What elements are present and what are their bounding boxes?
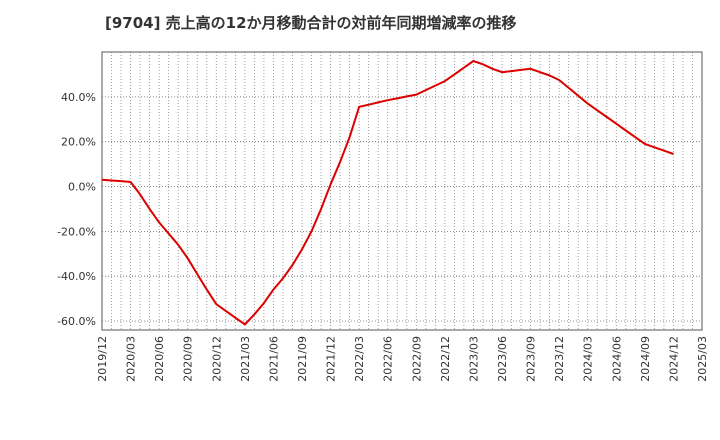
x-tick-label: 2022/09 bbox=[410, 336, 423, 382]
x-tick-label: 2024/03 bbox=[582, 336, 595, 382]
y-tick-label: 20.0% bbox=[61, 136, 96, 149]
x-tick-label: 2021/03 bbox=[239, 336, 252, 382]
x-tick-label: 2021/12 bbox=[325, 336, 338, 382]
x-tick-label: 2020/09 bbox=[182, 336, 195, 382]
x-axis-ticks: 2019/12 2020/03 2020/06 2020/09 2020/12 2021/… bbox=[96, 336, 709, 382]
x-tick-label: 2023/03 bbox=[467, 336, 480, 382]
x-tick-label: 2024/09 bbox=[639, 336, 652, 382]
y-tick-label: 40.0% bbox=[61, 91, 96, 104]
x-tick-label: 2022/03 bbox=[353, 336, 366, 382]
y-tick-label: -40.0% bbox=[57, 270, 96, 283]
x-tick-label: 2021/06 bbox=[267, 336, 280, 382]
x-tick-label: 2025/03 bbox=[696, 336, 709, 382]
x-tick-label: 2024/06 bbox=[610, 336, 623, 382]
x-tick-label: 2023/09 bbox=[525, 336, 538, 382]
x-tick-label: 2020/03 bbox=[125, 336, 138, 382]
x-tick-label: 2023/06 bbox=[496, 336, 509, 382]
x-tick-label: 2024/12 bbox=[667, 336, 680, 382]
x-tick-label: 2020/06 bbox=[153, 336, 166, 382]
series-line-growth-rate bbox=[101, 60, 674, 326]
y-axis-ticks: 40.0% 20.0% 0.0% -20.0% -40.0% -60.0% bbox=[57, 91, 96, 328]
y-tick-label: -20.0% bbox=[57, 225, 96, 238]
y-tick-label: 0.0% bbox=[68, 181, 96, 194]
plot-frame bbox=[101, 51, 703, 331]
chart-title: [9704] 売上高の12か月移動合計の対前年同期増減率の推移 bbox=[105, 14, 517, 32]
x-tick-label: 2021/09 bbox=[296, 336, 309, 382]
grid-lines bbox=[102, 52, 702, 330]
x-tick-label: 2022/12 bbox=[439, 336, 452, 382]
x-tick-label: 2020/12 bbox=[210, 336, 223, 382]
x-tick-label: 2023/12 bbox=[553, 336, 566, 382]
x-tick-label: 2019/12 bbox=[96, 336, 109, 382]
y-tick-label: -60.0% bbox=[57, 315, 96, 328]
x-tick-label: 2022/06 bbox=[382, 336, 395, 382]
